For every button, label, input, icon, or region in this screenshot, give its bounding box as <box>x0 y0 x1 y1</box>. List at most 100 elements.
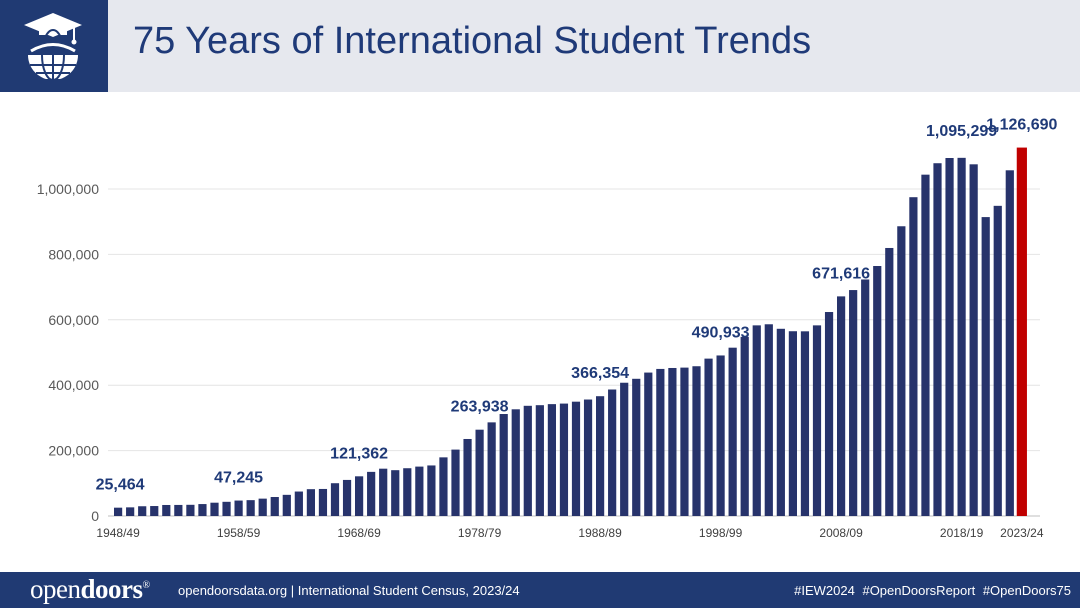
bar <box>837 296 846 516</box>
data-label: 1,126,690 <box>986 117 1057 134</box>
bar <box>222 501 231 516</box>
bar <box>186 504 195 516</box>
bar <box>945 158 954 516</box>
x-tick-label: 2023/24 <box>1000 526 1044 540</box>
bar <box>885 247 894 516</box>
bar <box>969 164 978 516</box>
bar <box>547 404 556 516</box>
bar <box>367 471 376 516</box>
highlight-bar <box>1016 147 1027 516</box>
bar <box>824 312 834 516</box>
bar <box>150 506 159 516</box>
bar <box>644 372 653 516</box>
data-labels: 25,464 47,245 121,362 263,938 366,354 490,933… <box>96 117 1058 494</box>
bar <box>403 468 412 516</box>
footer-info: opendoorsdata.org | International Studen… <box>178 583 520 598</box>
bar <box>475 429 484 516</box>
bar <box>716 355 725 516</box>
x-tick-label: 2008/09 <box>819 526 863 540</box>
bar <box>873 266 882 516</box>
bar <box>270 497 279 516</box>
bar <box>692 366 701 516</box>
bar <box>921 174 930 516</box>
x-axis-ticks: 1948/49 1958/59 1968/69 1978/79 1988/89 1998/… <box>96 526 1043 540</box>
title-bar: 75 Years of International Student Trends <box>0 0 1080 92</box>
bar <box>342 479 352 516</box>
bar <box>499 414 508 516</box>
y-tick-label: 200,000 <box>48 443 99 459</box>
bar <box>559 403 569 516</box>
bar <box>680 367 689 516</box>
bar <box>993 205 1002 516</box>
data-label: 121,362 <box>330 445 388 462</box>
bar <box>439 457 448 516</box>
bar <box>800 331 810 516</box>
data-label: 47,245 <box>214 470 263 487</box>
bar <box>294 491 303 516</box>
bar <box>535 405 544 516</box>
hashtag: #OpenDoorsReport <box>862 583 976 598</box>
opendoors-logo: opendoors® <box>30 574 150 604</box>
bar <box>728 347 737 516</box>
logo-block <box>0 0 108 92</box>
y-tick-label: 1,000,000 <box>37 181 99 197</box>
bar <box>981 217 990 516</box>
x-tick-label: 1988/89 <box>578 526 622 540</box>
y-tick-label: 400,000 <box>48 377 99 393</box>
bar <box>957 157 966 517</box>
bar <box>282 494 291 516</box>
y-tick-label: 600,000 <box>48 312 99 328</box>
bar <box>583 399 593 516</box>
x-tick-label: 1998/99 <box>699 526 743 540</box>
bar <box>114 507 123 516</box>
bar <box>620 382 629 516</box>
bar <box>355 476 364 516</box>
graduation-cap-globe-icon <box>24 13 82 79</box>
bar <box>571 401 581 516</box>
y-tick-label: 0 <box>91 508 99 524</box>
bars <box>114 147 1027 517</box>
bar <box>909 197 918 516</box>
bar <box>788 331 797 516</box>
data-label: 1,095,299 <box>926 123 997 140</box>
x-tick-label: 1978/79 <box>458 526 502 540</box>
bar <box>234 500 243 516</box>
x-tick-label: 1948/49 <box>96 526 140 540</box>
bar <box>198 504 207 516</box>
y-tick-label: 800,000 <box>48 246 99 262</box>
bar <box>306 489 315 516</box>
hashtag: #OpenDoors75 <box>982 583 1071 598</box>
bar <box>487 422 496 516</box>
bar <box>174 504 183 516</box>
bar <box>776 328 785 516</box>
data-label: 671,616 <box>812 265 870 282</box>
hashtag: #IEW2024 <box>794 583 855 598</box>
bar <box>258 498 267 516</box>
bar <box>391 470 400 516</box>
bar <box>246 500 255 516</box>
bar <box>933 163 942 516</box>
bar <box>752 325 761 516</box>
bar <box>849 290 858 516</box>
data-label: 25,464 <box>96 477 145 494</box>
footer-bar: opendoors® opendoorsdata.org | Internati… <box>0 572 1080 608</box>
bar <box>764 324 773 516</box>
bar <box>415 466 424 516</box>
data-label: 490,933 <box>692 324 750 341</box>
x-tick-label: 2018/19 <box>940 526 984 540</box>
bar <box>596 396 605 516</box>
bar <box>427 465 436 516</box>
bar <box>126 507 135 516</box>
bar <box>812 325 822 516</box>
x-tick-label: 1958/59 <box>217 526 261 540</box>
bar <box>608 389 617 516</box>
page-title: 75 Years of International Student Trends <box>133 20 812 62</box>
bar <box>668 367 677 516</box>
bar <box>740 336 749 516</box>
footer-hashtags: #IEW2024 #OpenDoorsReport #OpenDoors75 <box>790 583 1071 598</box>
x-tick-label: 1968/69 <box>337 526 381 540</box>
bar <box>318 488 328 516</box>
bar <box>523 405 532 516</box>
enrollment-bar-chart: 0 200,000 400,000 600,000 800,000 1,000,000 1… <box>37 117 1058 540</box>
bar <box>861 279 870 516</box>
